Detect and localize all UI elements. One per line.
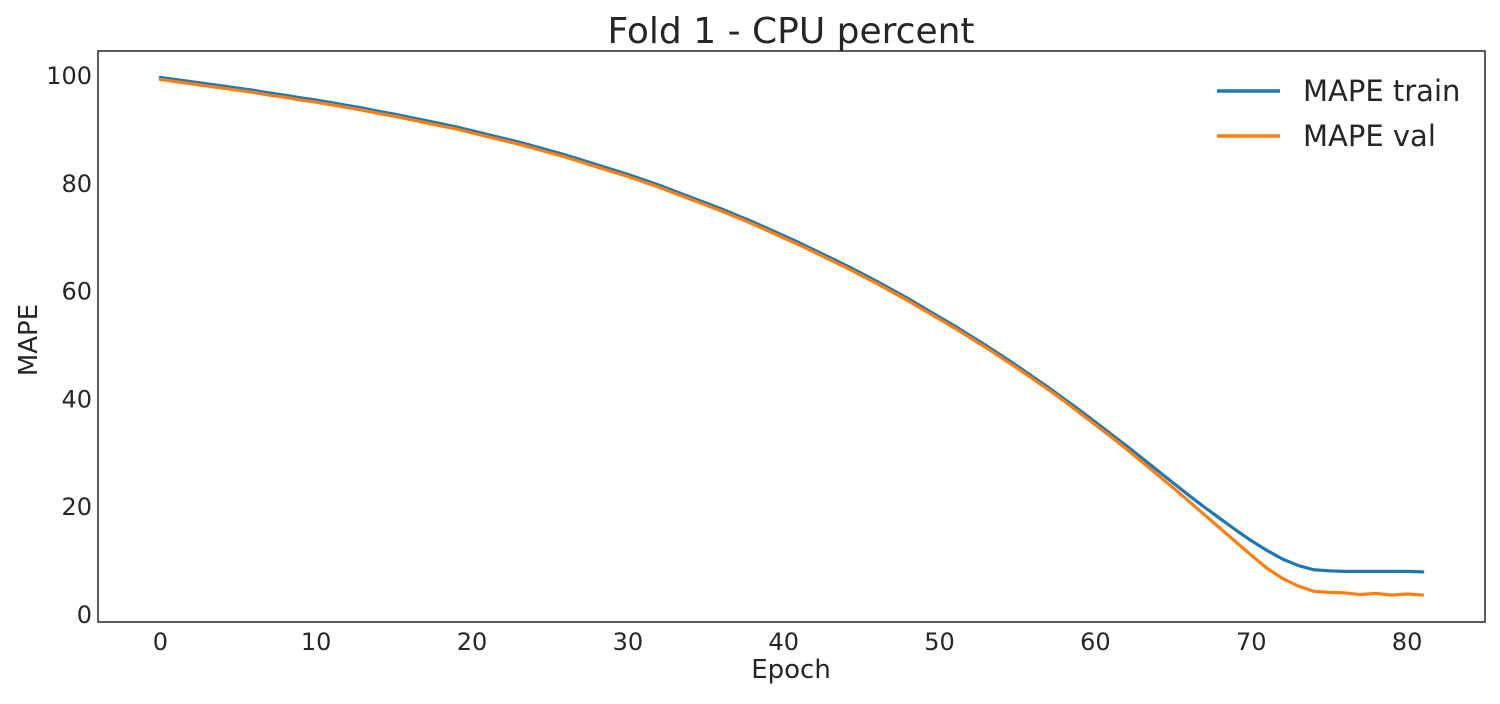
plot-frame xyxy=(97,50,1486,623)
x-axis-label: Epoch xyxy=(751,655,831,685)
x-tick-label: 0 xyxy=(153,628,168,656)
x-tick-label: 30 xyxy=(613,628,644,656)
y-tick-label: 0 xyxy=(77,601,92,629)
x-tick-label: 50 xyxy=(924,628,955,656)
legend-label: MAPE val xyxy=(1303,119,1436,153)
x-tick-label: 40 xyxy=(768,628,799,656)
y-tick-label: 60 xyxy=(61,278,92,306)
legend: MAPE train MAPE val xyxy=(1217,74,1460,153)
x-tick-label: 60 xyxy=(1080,628,1111,656)
series-group xyxy=(158,75,1425,597)
axis-ticks: 0 10 20 30 40 50 60 70 80 0 20 40 60 80 100 xyxy=(46,62,1422,656)
x-tick-label: 80 xyxy=(1392,628,1423,656)
series-line-mape-val xyxy=(158,77,1425,597)
y-tick-label: 100 xyxy=(46,62,92,90)
y-tick-label: 40 xyxy=(61,385,92,413)
y-tick-label: 80 xyxy=(61,170,92,198)
series-line-mape-train xyxy=(158,75,1425,574)
y-tick-label: 20 xyxy=(61,493,92,521)
x-tick-label: 70 xyxy=(1236,628,1267,656)
legend-label: MAPE train xyxy=(1303,74,1460,108)
x-tick-label: 10 xyxy=(301,628,332,656)
x-tick-label: 20 xyxy=(457,628,488,656)
y-axis-label: MAPE xyxy=(14,304,44,376)
chart-title: Fold 1 - CPU percent xyxy=(607,11,974,52)
